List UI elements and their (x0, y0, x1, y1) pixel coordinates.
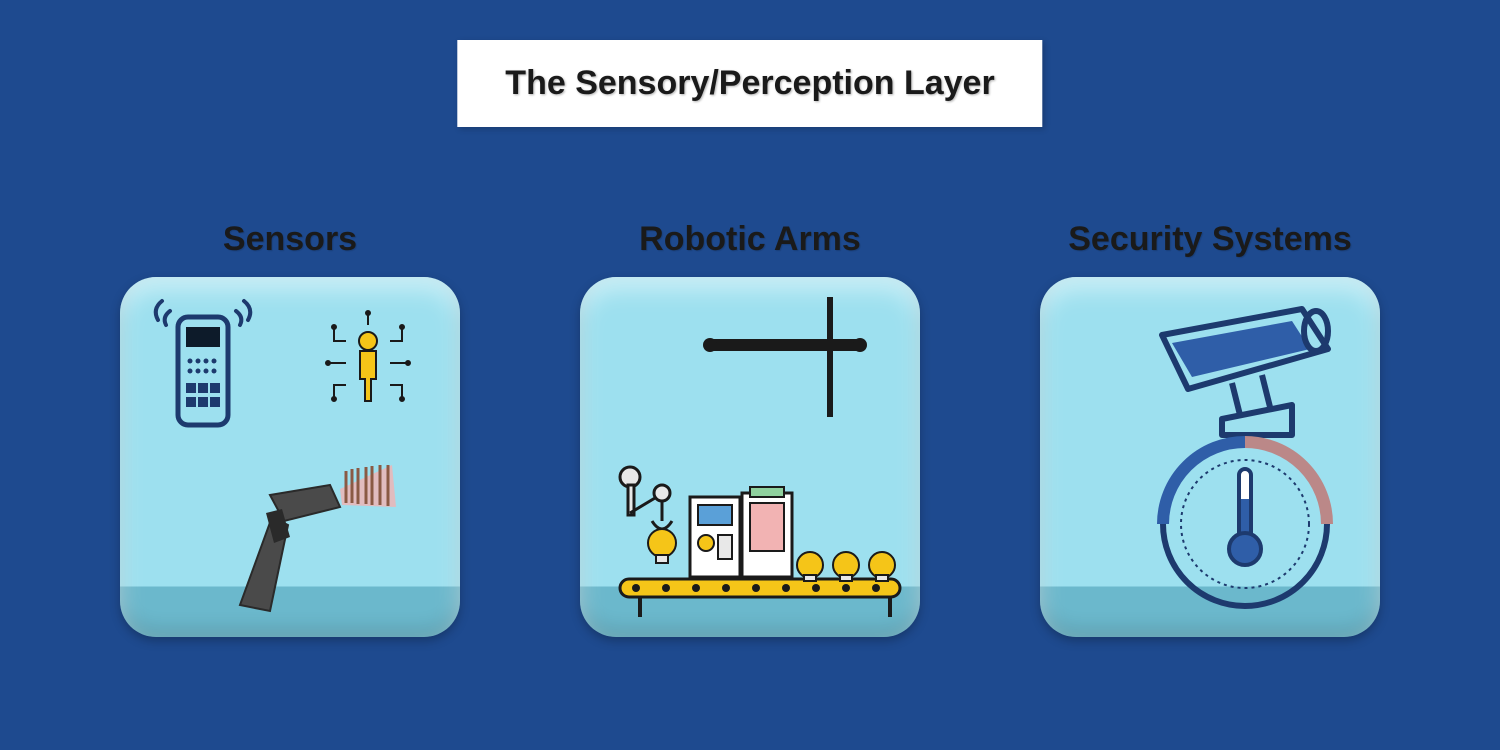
rfid-reader-icon (148, 295, 258, 435)
card-sensors: Sensors (120, 220, 460, 637)
card-body-security (1040, 277, 1380, 637)
card-label-security: Security Systems (1068, 220, 1352, 259)
card-robotic-arms: Robotic Arms (580, 220, 920, 637)
card-security: Security Systems (1040, 220, 1380, 637)
card-label-robotic: Robotic Arms (639, 220, 861, 259)
gauge-dial-icon (1150, 429, 1340, 619)
person-chip-icon (308, 305, 428, 425)
card-body-sensors (120, 277, 460, 637)
assembly-line-icon (590, 447, 910, 627)
barcode-scanner-icon (180, 455, 400, 625)
page-title: The Sensory/Perception Layer (505, 64, 994, 103)
card-body-robotic (580, 277, 920, 637)
card-label-sensors: Sensors (223, 220, 357, 259)
balance-bar-icon (690, 297, 890, 417)
cards-row: Sensors (0, 220, 1500, 637)
title-box: The Sensory/Perception Layer (457, 40, 1042, 127)
